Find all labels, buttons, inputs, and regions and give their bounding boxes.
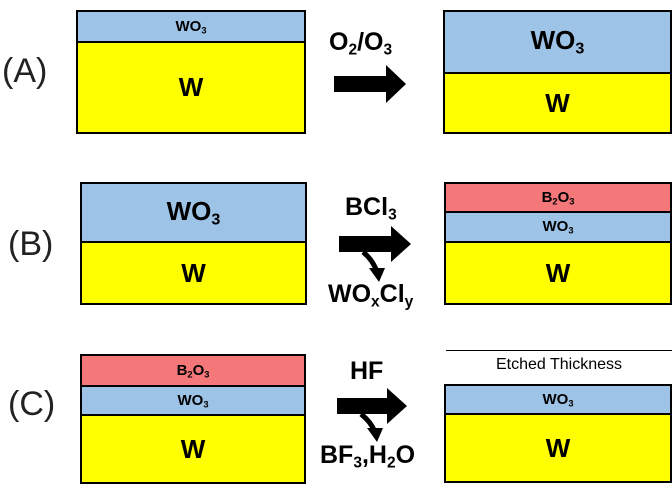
row-c-reagent: HF — [350, 357, 384, 385]
row-b-left-w-layer: W — [80, 241, 307, 305]
row-a-label: (A) — [2, 52, 48, 90]
row-c-right-w-layer: W — [444, 413, 672, 483]
b2o3-text: B2O3 — [176, 361, 210, 380]
wo3-text: WO3 — [175, 17, 207, 36]
wo3-text: WO3 — [166, 195, 221, 229]
wo3-text: WO3 — [542, 218, 574, 236]
row-c-left-wo3-layer: WO3 — [80, 385, 306, 416]
w-text: W — [180, 433, 206, 464]
row-b-right-w-layer: W — [444, 241, 672, 305]
row-a-left-wo3-layer: WO3 — [76, 10, 306, 43]
row-b-left-wo3-layer: WO3 — [80, 182, 307, 243]
row-b-right-b2o3-layer: B2O3 — [444, 182, 672, 213]
row-a-left-w-layer: W — [76, 41, 306, 134]
row-a-right-wo3-layer: WO3 — [443, 10, 672, 74]
row-c-left-w-layer: W — [80, 414, 306, 484]
wo3-text: WO3 — [542, 390, 574, 409]
row-b-reagent: BCl3 — [345, 193, 397, 224]
w-text: W — [545, 432, 571, 463]
wo3-text: WO3 — [177, 391, 209, 410]
w-text: W — [545, 87, 570, 118]
row-c-byproduct: BF3,H2O — [320, 441, 416, 472]
row-b-right-wo3-layer: WO3 — [444, 211, 672, 243]
w-text: W — [178, 72, 204, 102]
row-b-byproduct: WOxCly — [328, 280, 414, 311]
row-c-right-wo3-layer: WO3 — [444, 384, 672, 415]
b2o3-text: B2O3 — [541, 188, 575, 207]
row-c-left-b2o3-layer: B2O3 — [80, 354, 306, 387]
w-text: W — [181, 257, 206, 288]
etched-thickness-line — [446, 350, 672, 351]
wo3-text: WO3 — [530, 25, 585, 58]
row-c-arrow-icon — [337, 388, 407, 442]
etched-thickness-label: Etched Thickness — [496, 356, 622, 373]
row-a-reagent: O2/O3 — [329, 28, 393, 59]
row-a-arrow-icon — [334, 65, 406, 103]
w-text: W — [545, 257, 571, 288]
row-b-arrow-icon — [339, 226, 411, 282]
row-c-label: (C) — [8, 385, 56, 423]
row-b-label: (B) — [8, 225, 54, 263]
row-a-right-w-layer: W — [443, 72, 672, 134]
